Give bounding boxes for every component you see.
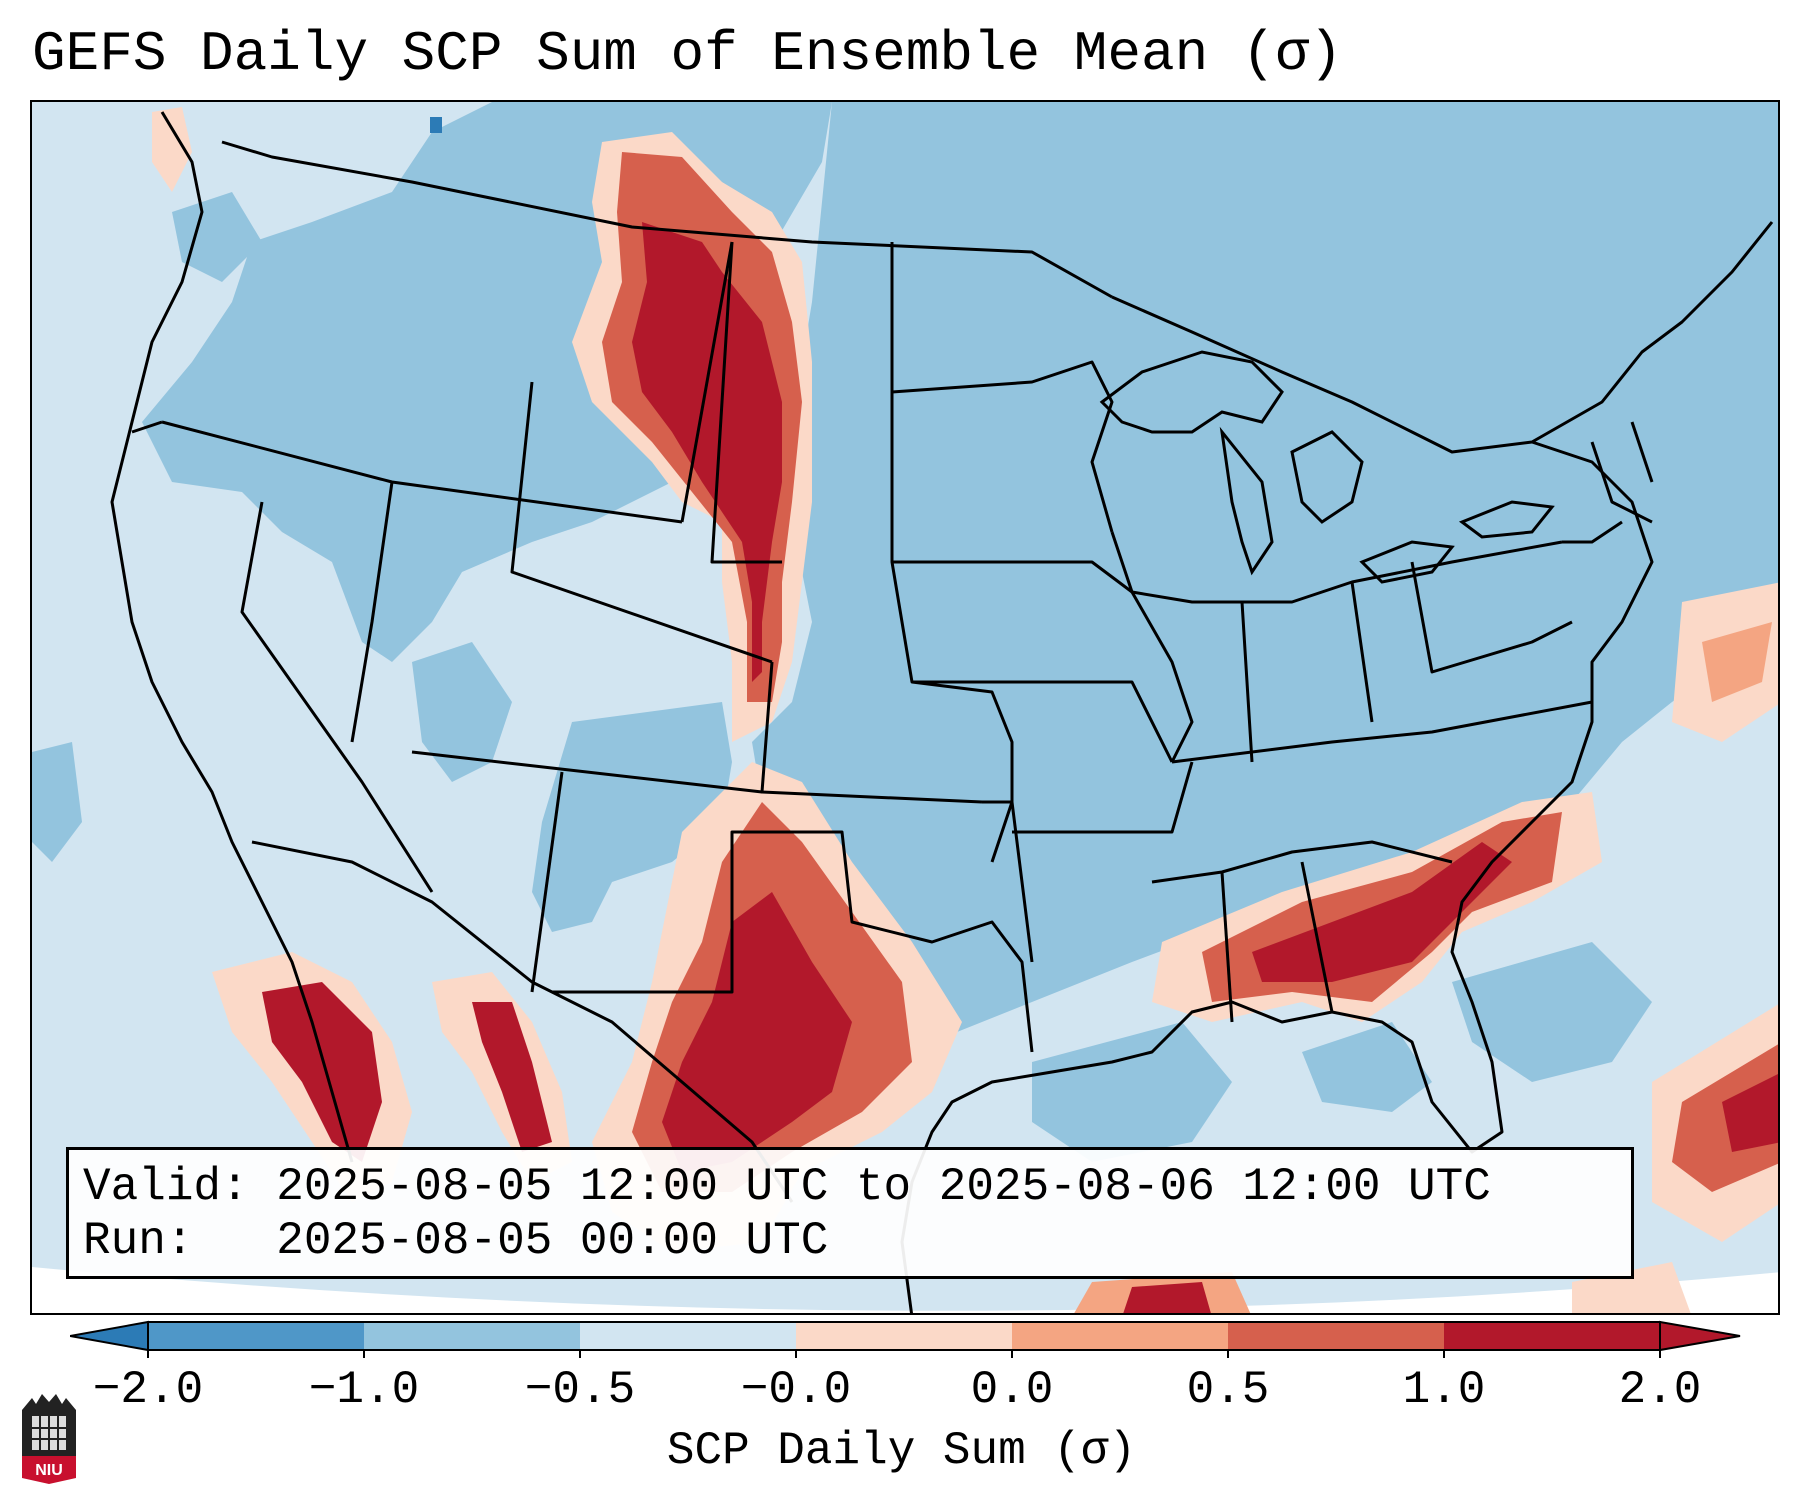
- colorbar-tick-label: 0.5: [1186, 1364, 1270, 1416]
- run-value: 2025-08-05 00:00 UTC: [276, 1215, 829, 1267]
- colorbar-tick-label: 0.0: [970, 1364, 1054, 1416]
- colorbar-segment: [364, 1322, 580, 1350]
- colorbar-tick-label: −0.0: [740, 1364, 852, 1416]
- colorbar-tick-label: −2.0: [92, 1364, 204, 1416]
- colorbar-tick-label: −1.0: [308, 1364, 420, 1416]
- caribbean-max: [152, 107, 1691, 1313]
- map-panel: [30, 100, 1780, 1315]
- run-label: Run:: [83, 1215, 194, 1267]
- atlantic-max: [1652, 582, 1778, 1242]
- projection-edge: [32, 1267, 1778, 1313]
- valid-time-box: Valid: 2025-08-05 12:00 UTC to 2025-08-0…: [66, 1147, 1634, 1279]
- great-lakes: [1099, 350, 1555, 584]
- colorbar-segment: [1228, 1322, 1444, 1350]
- mexico-max: [212, 952, 572, 1202]
- strong-negative-cell: [430, 117, 442, 133]
- colorbar-tick-label: 1.0: [1402, 1364, 1486, 1416]
- colorbar-outline: [147, 1321, 1661, 1351]
- colorbar-tick-label: 2.0: [1618, 1364, 1702, 1416]
- colorbar-segment: [1012, 1322, 1228, 1350]
- logo-text: NIU: [35, 1462, 63, 1479]
- texas-max: [592, 762, 962, 1252]
- colorbar: [70, 1320, 1741, 1358]
- colorbar-segment: [796, 1322, 1012, 1350]
- niu-logo-icon: NIU: [22, 1394, 76, 1484]
- colorbar-extend-low: [70, 1320, 149, 1352]
- colorbar-ticks: [147, 1350, 1661, 1358]
- colorbar-label: SCP Daily Sum (σ): [666, 1425, 1137, 1477]
- colorbar-tick-label: −0.5: [524, 1364, 636, 1416]
- coastline-and-borders: [110, 111, 1774, 1313]
- scp-map: [32, 102, 1778, 1313]
- valid-value: 2025-08-05 12:00 UTC to 2025-08-06 12:00…: [276, 1161, 1491, 1213]
- colorbar-extend-high: [1659, 1320, 1741, 1352]
- colorbar-segment: [148, 1322, 364, 1350]
- colorbar-segment: [1444, 1322, 1660, 1350]
- map-title: GEFS Daily SCP Sum of Ensemble Mean (σ): [32, 22, 1343, 86]
- valid-label: Valid:: [83, 1161, 249, 1213]
- southeast-max: [1152, 792, 1602, 1022]
- northern-plains-max: [572, 132, 812, 742]
- colorbar-segment: [580, 1322, 796, 1350]
